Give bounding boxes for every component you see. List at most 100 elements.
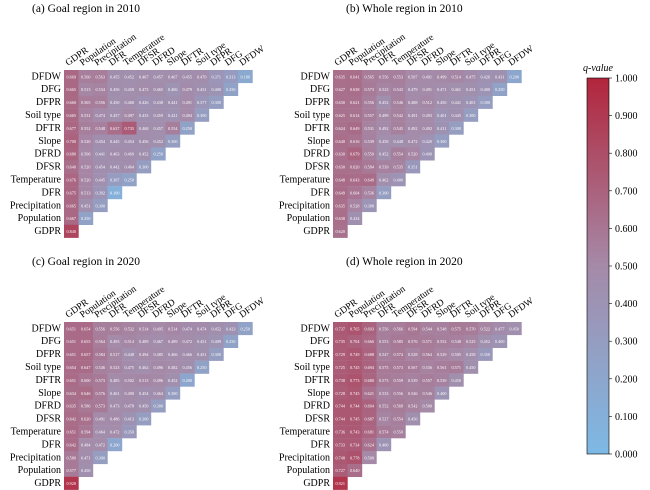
cell-value-label: 0.679 xyxy=(350,152,359,157)
heatmap-cell xyxy=(333,173,348,187)
cell-value-label: 0.458 xyxy=(466,352,475,357)
heatmap-cell xyxy=(362,70,377,84)
heatmap-cell xyxy=(478,334,493,348)
cell-value-label: 0.300 xyxy=(96,203,105,208)
cell-value-label: 0.100 xyxy=(110,190,119,195)
heatmap-cell xyxy=(463,82,479,96)
cell-value-label: 0.300 xyxy=(154,404,163,409)
row-label: DFSR xyxy=(36,162,61,173)
row-label: Temperature xyxy=(11,174,62,185)
row-label: DFPR xyxy=(305,97,330,108)
heatmap-cell xyxy=(333,425,348,439)
heatmap-cell xyxy=(136,121,152,135)
heatmap-cell xyxy=(376,373,392,387)
cell-value-label: 0.647 xyxy=(81,365,90,370)
heatmap-cell xyxy=(391,70,406,84)
heatmap-cell xyxy=(362,82,377,96)
heatmap-cell xyxy=(93,347,108,361)
heatmap-cell xyxy=(463,108,479,122)
cell-value-label: 0.300 xyxy=(481,100,490,105)
cell-value-label: 0.523 xyxy=(110,365,119,370)
cell-value-label: 0.313 xyxy=(226,74,235,79)
cell-value-label: 0.450 xyxy=(139,404,148,409)
cell-value-label: 0.463 xyxy=(110,152,119,157)
cell-value-label: 0.564 xyxy=(96,339,106,344)
cell-value-label: 0.573 xyxy=(394,365,403,370)
cell-value-label: 0.473 xyxy=(139,87,148,92)
heatmap-cell xyxy=(194,347,210,361)
cell-value-label: 0.400 xyxy=(495,339,504,344)
heatmap-cell xyxy=(376,173,392,187)
heatmap-cell xyxy=(223,82,239,96)
cell-value-label: 0.450 xyxy=(452,378,461,383)
cell-value-label: 0.630 xyxy=(336,100,345,105)
cell-value-label: 0.441 xyxy=(168,100,177,105)
heatmap-cell xyxy=(64,322,79,336)
heatmap-cell xyxy=(107,173,123,187)
heatmap-cell xyxy=(93,134,108,148)
row-label: DFG xyxy=(310,84,330,95)
heatmap-cell xyxy=(151,70,166,84)
cell-value-label: 0.665 xyxy=(67,203,76,208)
cell-value-label: 0.450 xyxy=(510,326,519,331)
heatmap-cell xyxy=(136,347,152,361)
heatmap-cell xyxy=(151,347,166,361)
heatmap-cell xyxy=(405,70,421,84)
cell-value-label: 0.466 xyxy=(168,352,177,357)
cell-value-label: 0.638 xyxy=(350,87,359,92)
heatmap-cell xyxy=(78,211,94,225)
cell-value-label: 0.655 xyxy=(81,339,90,344)
cell-value-label: 0.584 xyxy=(96,352,106,357)
heatmap-cell xyxy=(362,425,377,439)
cell-value-label: 0.651 xyxy=(67,429,76,434)
heatmap-cell xyxy=(347,347,363,361)
heatmap-cell xyxy=(93,412,108,426)
cell-value-label: 0.737 xyxy=(336,326,345,331)
cell-value-label: 0.300 xyxy=(96,455,105,460)
cell-value-label: 0.520 xyxy=(81,165,90,170)
colorbar-tick-label: 0.800 xyxy=(615,149,638,160)
cell-value-label: 0.496 xyxy=(154,365,163,370)
cell-value-label: 0.471 xyxy=(81,455,90,460)
cell-value-label: 0.497 xyxy=(125,113,134,118)
heatmap-cell xyxy=(347,322,363,336)
heatmap-cell xyxy=(194,334,210,348)
panel-title: (b) Whole region in 2010 xyxy=(346,3,463,15)
heatmap-cell xyxy=(347,121,363,135)
row-label: DFRD xyxy=(303,149,330,160)
cell-value-label: 0.426 xyxy=(481,74,490,79)
cell-value-label: 0.499 xyxy=(437,74,446,79)
heatmap-cell xyxy=(376,95,392,109)
cell-value-label: 0.451 xyxy=(197,339,206,344)
heatmap-cell xyxy=(405,82,421,96)
cell-value-label: 0.454 xyxy=(125,139,135,144)
cell-value-label: 0.485 xyxy=(154,352,163,357)
row-label: DFDW xyxy=(301,323,331,334)
heatmap-cell xyxy=(492,334,508,348)
cell-value-label: 0.667 xyxy=(67,216,76,221)
heatmap-cell xyxy=(434,322,450,336)
heatmap-cell xyxy=(93,199,108,213)
cell-value-label: 0.693 xyxy=(365,326,374,331)
heatmap-cell xyxy=(93,186,108,200)
heatmap-cell xyxy=(434,134,450,148)
heatmap-cell xyxy=(376,134,392,148)
cell-value-label: 0.648 xyxy=(336,177,345,182)
cell-value-label: 0.635 xyxy=(336,74,345,79)
cell-value-label: 0.552 xyxy=(81,126,90,131)
cell-value-label: 0.465 xyxy=(154,87,163,92)
cell-value-label: 0.559 xyxy=(394,378,403,383)
cell-value-label: 0.642 xyxy=(67,442,76,447)
heatmap-cell xyxy=(136,386,152,400)
cell-value-label: 0.200 xyxy=(183,378,192,383)
cell-value-label: 0.561 xyxy=(437,365,446,370)
heatmap-cell xyxy=(434,108,450,122)
heatmap-cell xyxy=(122,425,137,439)
cell-value-label: 0.452 xyxy=(125,74,134,79)
panel-title: (a) Goal region in 2010 xyxy=(32,3,140,15)
cell-value-label: 0.401 xyxy=(437,113,446,118)
heatmap-cell xyxy=(391,373,406,387)
heatmap-cell xyxy=(93,386,108,400)
heatmap-cell xyxy=(333,160,348,174)
cell-value-label: 0.452 xyxy=(379,100,388,105)
